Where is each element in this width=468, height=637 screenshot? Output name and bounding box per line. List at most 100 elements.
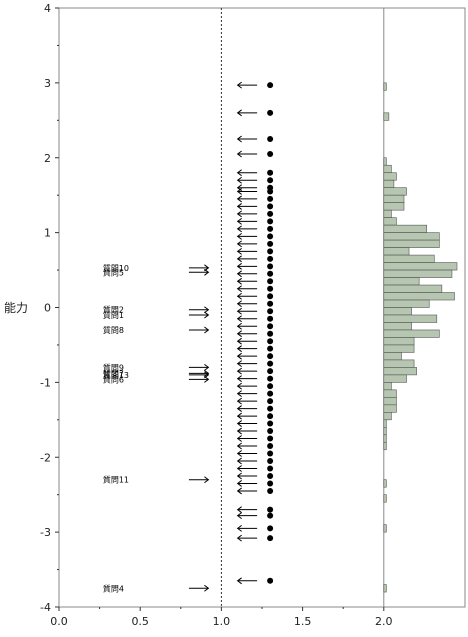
item-arrow-head <box>204 268 210 276</box>
ability-arrow-head <box>236 247 242 255</box>
ability-point <box>267 525 274 532</box>
histogram-bar <box>383 299 430 308</box>
ability-arrow-head <box>236 506 242 514</box>
ability-point <box>267 487 274 494</box>
item-label: 質問9 <box>103 362 124 372</box>
ability-arrow-head <box>236 210 242 218</box>
ability-arrow-head <box>236 352 242 360</box>
ability-point <box>267 435 274 442</box>
histogram-bar <box>383 322 412 331</box>
y-tick-label: 2 <box>44 152 51 165</box>
histogram-bar <box>383 404 397 413</box>
histogram-bar <box>383 164 392 174</box>
histogram-bar <box>383 374 407 383</box>
ability-point <box>267 248 274 255</box>
ability-point <box>267 136 274 143</box>
ability-arrow-head <box>236 285 242 293</box>
x-tick-label: 0.0 <box>50 615 68 628</box>
ability-arrow-head <box>236 135 242 143</box>
item-arrow-head <box>204 326 210 334</box>
ability-point <box>267 225 274 232</box>
ability-point <box>267 450 274 457</box>
histogram-bar <box>383 329 440 338</box>
ability-point <box>267 506 274 513</box>
ability-arrow-head <box>236 292 242 300</box>
ability-arrow-head <box>236 150 242 158</box>
ability-arrow-head <box>236 472 242 480</box>
item-label: 質問4 <box>103 583 124 593</box>
ability-point <box>267 338 274 345</box>
ability-point <box>267 315 274 322</box>
ability-arrow-head <box>236 315 242 323</box>
ability-point <box>267 270 274 277</box>
ability-arrow-head <box>236 375 242 383</box>
histogram-bar <box>383 224 428 233</box>
histogram-bar <box>383 202 405 211</box>
ability-arrow-head <box>236 360 242 368</box>
histogram-bar <box>383 307 412 316</box>
ability-point <box>267 323 274 330</box>
ability-arrow-head <box>236 176 242 184</box>
ability-point <box>267 233 274 240</box>
ability-arrow-head <box>236 232 242 240</box>
histogram-bar <box>383 524 387 533</box>
item-label: 質問8 <box>103 325 124 335</box>
ability-point <box>267 465 274 472</box>
histogram-bar <box>383 262 458 271</box>
histogram-bar <box>383 441 387 451</box>
ability-arrow-head <box>236 277 242 285</box>
ability-arrow-head <box>236 240 242 248</box>
ability-point <box>267 330 274 337</box>
y-tick-label: 1 <box>44 227 51 240</box>
ability-point <box>267 512 274 519</box>
ability-point <box>267 353 274 360</box>
ability-arrow-head <box>236 450 242 457</box>
ability-arrow-head <box>236 534 242 542</box>
histogram-bar <box>383 217 397 226</box>
ability-point <box>267 428 274 435</box>
histogram-bar <box>383 82 387 91</box>
x-axis: 0.0 0.5 1.0 1.5 2.0 <box>50 607 393 628</box>
ability-point <box>267 203 274 210</box>
ability-point <box>267 109 274 116</box>
ability-arrow-head <box>236 487 242 495</box>
y-tick-label: -1 <box>40 376 51 389</box>
ability-arrow-head <box>236 367 242 375</box>
histogram-bar <box>383 172 397 181</box>
item-label: 質問11 <box>103 475 129 485</box>
item-arrow-head <box>204 311 210 319</box>
x-tick-label: 2.0 <box>375 615 393 628</box>
histogram-bar <box>383 352 402 361</box>
ability-point <box>267 263 274 270</box>
ability-point <box>267 383 274 390</box>
histogram-bar <box>383 157 387 166</box>
histogram-bar <box>383 239 440 248</box>
y-tick-label: 4 <box>44 2 51 15</box>
histogram-bar <box>383 397 397 406</box>
ability-point <box>267 218 274 225</box>
ability-point <box>267 390 274 397</box>
item-arrow-head <box>204 375 210 383</box>
histogram-bar <box>383 412 392 421</box>
ability-point <box>267 210 274 217</box>
y-axis: 4 3 2 1 0 -1 -2 -3 -4 <box>40 2 59 614</box>
y-tick-label: 0 <box>44 302 51 315</box>
ability-point <box>267 240 274 247</box>
y-tick-label: -2 <box>40 451 51 464</box>
ability-arrow-head <box>236 195 242 203</box>
histogram-bar <box>383 112 390 121</box>
ability-arrow-head <box>236 322 242 330</box>
histogram-bar <box>383 179 395 188</box>
y-tick-label: -4 <box>40 601 51 614</box>
ability-point <box>267 360 274 367</box>
ability-point <box>267 285 274 292</box>
ability-markers <box>236 81 274 585</box>
ability-arrow-head <box>236 457 242 465</box>
ability-arrow-head <box>236 307 242 315</box>
ability-point <box>267 375 274 382</box>
ability-arrow-head <box>236 169 242 177</box>
ability-arrow-head <box>236 435 242 442</box>
ability-arrow-head <box>236 262 242 270</box>
